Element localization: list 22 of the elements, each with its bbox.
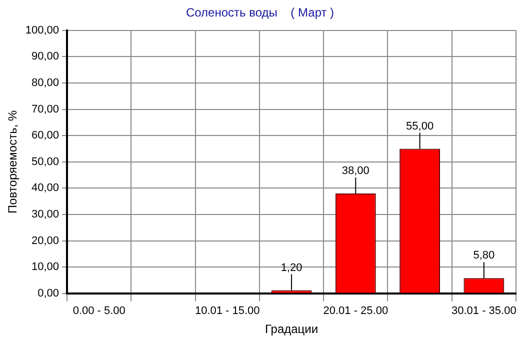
- y-tick-label: 40,00: [32, 182, 60, 194]
- x-tick-label: 10.01 - 15.00: [194, 305, 260, 318]
- x-tick-label: 20.01 - 25.00: [323, 305, 388, 318]
- x-tick-label: 30.01 - 35.00: [452, 305, 516, 318]
- y-tick-label: 60,00: [32, 130, 60, 142]
- y-tick-label: 50,00: [32, 156, 60, 168]
- data-label: 55,00: [406, 120, 434, 132]
- data-label: 5,80: [473, 250, 495, 262]
- y-axis-title: Повторяемость, %: [6, 110, 20, 214]
- y-tick-label: 100,00: [25, 24, 60, 36]
- x-axis-title: Градации: [264, 322, 318, 336]
- y-tick-label: 80,00: [32, 77, 60, 90]
- data-label: 1,20: [280, 262, 302, 274]
- y-tick-label: 0,00: [38, 287, 60, 300]
- x-tick-label: 0.00 - 5.00: [72, 305, 126, 318]
- data-label: 38,00: [342, 164, 370, 177]
- y-tick-label: 30,00: [32, 208, 60, 221]
- chart-title: Соленость воды ( Март ): [186, 6, 334, 20]
- y-tick-label: 90,00: [32, 50, 60, 63]
- y-tick-label: 70,00: [32, 103, 60, 116]
- y-tick-label: 20,00: [32, 234, 60, 247]
- y-tick-label: 10,00: [32, 261, 60, 274]
